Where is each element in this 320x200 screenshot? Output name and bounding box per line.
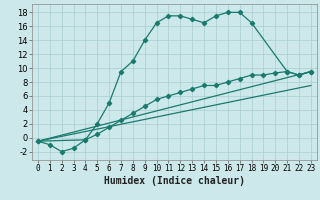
X-axis label: Humidex (Indice chaleur): Humidex (Indice chaleur) xyxy=(104,176,245,186)
